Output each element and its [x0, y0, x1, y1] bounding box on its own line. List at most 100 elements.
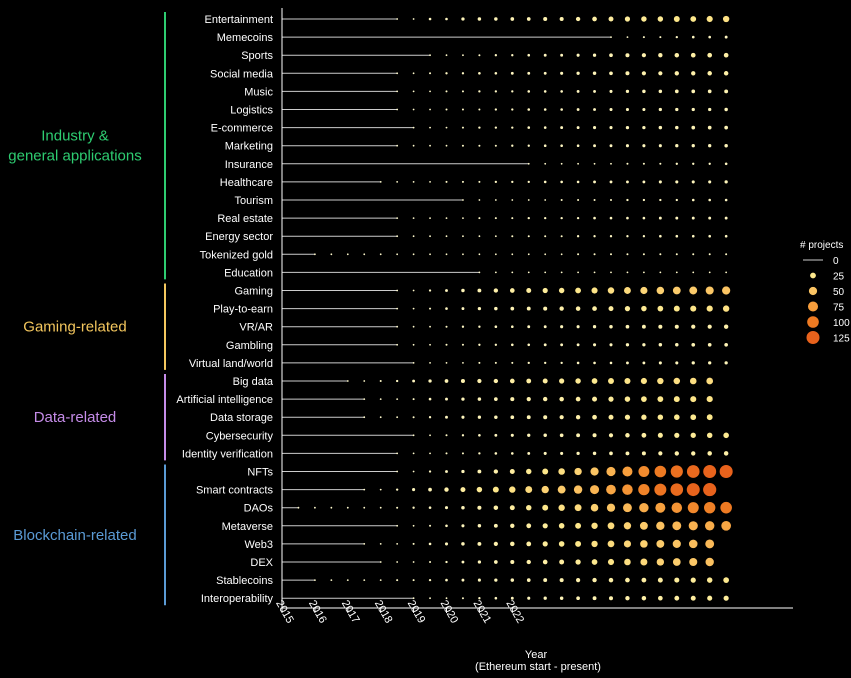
row-label: Interoperability	[201, 593, 274, 605]
bubble	[429, 181, 431, 183]
bubble	[706, 577, 713, 583]
bubble	[445, 325, 448, 328]
bubble	[591, 522, 598, 529]
bubble	[691, 89, 696, 94]
bubble	[428, 487, 432, 492]
bubble	[527, 216, 530, 220]
bubble	[641, 53, 647, 58]
bubble	[510, 559, 515, 565]
bubble	[527, 199, 530, 201]
bubble	[674, 451, 679, 456]
bubble	[412, 434, 415, 437]
bubble	[641, 71, 647, 76]
bubble	[511, 199, 514, 201]
bubble	[543, 108, 547, 111]
bubble	[511, 144, 514, 147]
bubble	[642, 198, 646, 202]
bubble	[658, 216, 662, 220]
bubble	[593, 162, 596, 165]
bubble	[593, 144, 596, 148]
bubble	[412, 379, 416, 383]
bubble	[641, 595, 647, 601]
bubble	[544, 235, 547, 238]
bubble	[445, 597, 448, 600]
bubble	[576, 235, 580, 238]
bubble	[626, 36, 629, 38]
bubble	[477, 560, 482, 564]
bubble	[626, 216, 629, 220]
bubble	[445, 126, 448, 129]
bubble	[577, 198, 580, 202]
bubble	[606, 503, 616, 512]
bubble	[493, 505, 499, 510]
bubble	[610, 162, 612, 165]
bubble	[560, 361, 563, 365]
bubble	[445, 470, 448, 473]
bubble	[478, 361, 481, 364]
bubble	[641, 451, 646, 456]
bubble	[445, 235, 448, 238]
bubble	[576, 343, 580, 347]
bubble	[526, 578, 531, 582]
bubble	[558, 523, 565, 529]
bubble	[640, 540, 648, 548]
row-label: Data storage	[210, 412, 273, 424]
bubble	[623, 540, 632, 548]
bubble	[429, 560, 432, 564]
bubble	[395, 379, 399, 383]
bubble	[722, 15, 730, 23]
bubble	[591, 378, 598, 384]
bubble	[444, 506, 449, 510]
bubble	[592, 71, 597, 76]
bubble	[428, 289, 432, 292]
bubble	[527, 253, 530, 256]
bubble	[641, 16, 647, 22]
bubble	[609, 324, 613, 329]
bubble	[511, 217, 514, 220]
bubble	[396, 343, 399, 346]
bubble	[314, 253, 316, 256]
bubble	[724, 180, 728, 184]
bubble	[626, 235, 629, 238]
bubble	[576, 325, 580, 329]
row-label: VR/AR	[239, 322, 273, 334]
bubble	[691, 451, 696, 456]
bubble	[609, 216, 613, 220]
bubble	[560, 216, 563, 220]
bubble	[412, 524, 415, 527]
bubble	[477, 397, 482, 401]
row-label: Entertainment	[205, 14, 273, 26]
bubble	[510, 523, 515, 528]
bubble	[346, 579, 349, 581]
bubble	[412, 72, 415, 75]
bubble	[525, 486, 533, 494]
row-label: Real estate	[217, 213, 273, 225]
bubble	[543, 433, 547, 438]
bubble	[575, 16, 581, 22]
bubble	[559, 306, 564, 311]
bubble	[509, 288, 515, 293]
bubble	[720, 501, 732, 514]
bubble	[445, 415, 448, 419]
bubble	[723, 71, 729, 76]
bubble	[510, 306, 515, 311]
bubble	[330, 506, 333, 509]
bubble	[429, 126, 431, 129]
bubble	[577, 253, 580, 256]
bubble	[412, 488, 416, 492]
bubble	[542, 523, 548, 529]
bubble	[558, 541, 565, 547]
bubble	[478, 126, 481, 129]
bubble	[723, 52, 729, 58]
bubble	[610, 36, 612, 38]
bubble	[724, 361, 728, 365]
bubble	[626, 271, 629, 274]
bubble	[591, 287, 598, 294]
bubble	[494, 235, 497, 238]
bubble	[493, 378, 499, 384]
bubble	[708, 35, 711, 39]
row-label: DEX	[250, 557, 273, 569]
bubble	[511, 253, 514, 256]
bubble	[658, 595, 663, 601]
bubble	[478, 217, 481, 220]
